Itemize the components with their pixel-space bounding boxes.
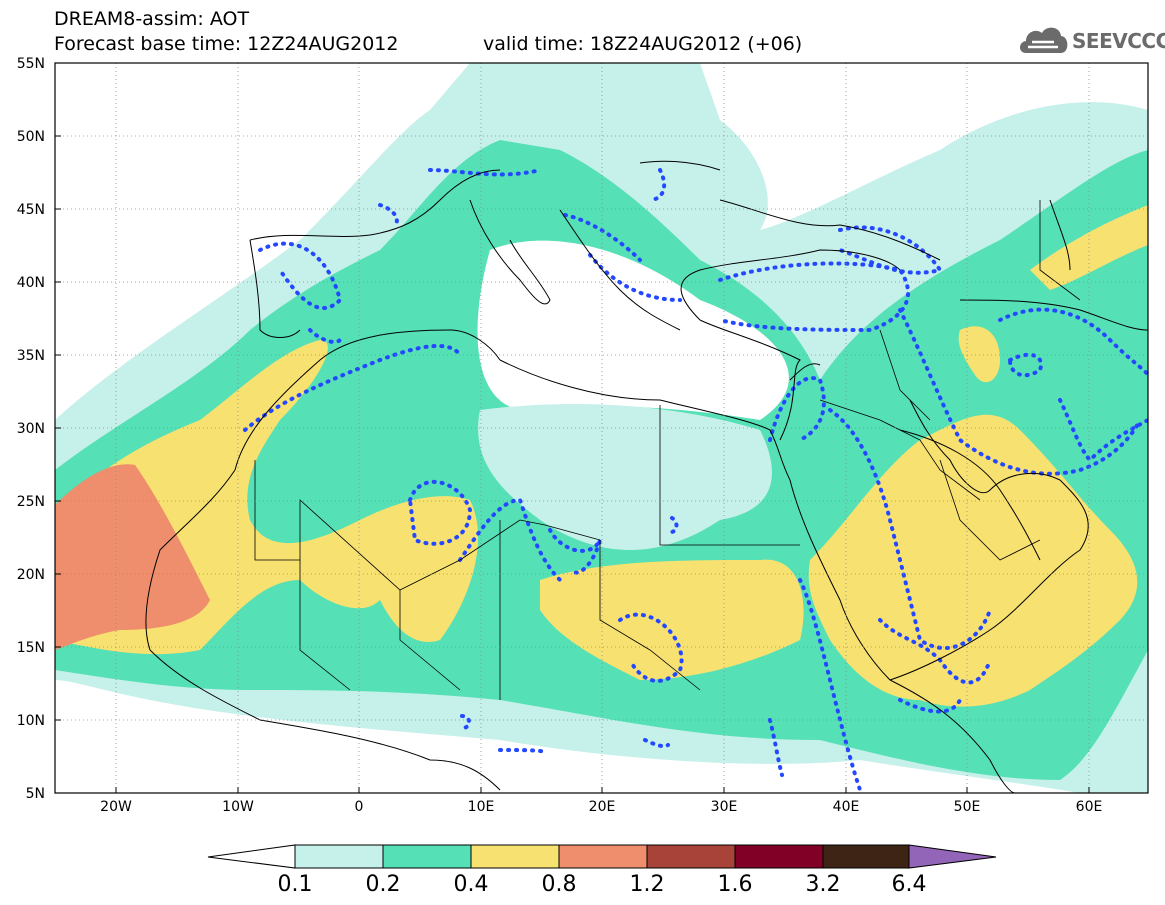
- lat-label: 25N: [16, 494, 45, 510]
- colorbar: [207, 844, 997, 869]
- logo-text: SEEVCCC: [1072, 29, 1165, 53]
- colorbar-over-arrow: [908, 844, 997, 869]
- lon-label: 20W: [100, 799, 132, 815]
- cloud-logo-icon: [1020, 27, 1068, 53]
- aot-low-area-libya: [478, 404, 772, 550]
- lon-label: 20E: [588, 799, 616, 815]
- lat-label: 35N: [16, 348, 45, 364]
- coastlines: [145, 160, 1148, 793]
- lat-label: 30N: [16, 421, 45, 437]
- colorbar-segment-0.2: [382, 844, 472, 869]
- aot-contour-0.4-sahel: [540, 559, 804, 680]
- colorbar-segment-1.2: [646, 844, 736, 869]
- lat-label: 50N: [16, 129, 45, 145]
- colorbar-segment-0.4: [470, 844, 560, 869]
- lat-label: 40N: [16, 275, 45, 291]
- map-title: DREAM8-assim: AOT: [54, 8, 250, 30]
- aot-contour-0.4-arabia: [808, 414, 1138, 707]
- colorbar-segment-1.6: [734, 844, 824, 869]
- lat-label: 55N: [16, 56, 45, 72]
- colorbar-label: 1.2: [629, 872, 665, 897]
- colorbar-segment-3.2: [822, 844, 910, 869]
- lon-label: 10W: [222, 799, 254, 815]
- aot-clean-area: [477, 240, 789, 420]
- lat-label: 5N: [25, 786, 45, 802]
- lat-label: 15N: [16, 640, 45, 656]
- colorbar-segment-0.8: [558, 844, 648, 869]
- lon-label: 10E: [467, 799, 495, 815]
- axis-ticks: [55, 62, 1090, 794]
- lat-label: 20N: [16, 567, 45, 583]
- assim-contours: [243, 168, 1148, 792]
- colorbar-label: 6.4: [891, 872, 927, 897]
- forecast-base-time: Forecast base time: 12Z24AUG2012: [54, 33, 399, 55]
- lat-label: 10N: [16, 713, 45, 729]
- colorbar-label: 3.2: [805, 872, 841, 897]
- valid-time: valid time: 18Z24AUG2012 (+06): [483, 33, 803, 55]
- lon-label: 30E: [710, 799, 738, 815]
- seevccc-logo: SEEVCCC: [1018, 23, 1165, 59]
- colorbar-under-arrow: [207, 844, 296, 869]
- lat-lon-grid: [55, 63, 1148, 793]
- colorbar-label: 0.1: [277, 872, 313, 897]
- lon-label: 40E: [832, 799, 860, 815]
- lat-label: 45N: [16, 202, 45, 218]
- colorbar-label: 1.6: [717, 872, 753, 897]
- colorbar-label: 0.4: [453, 872, 489, 897]
- lon-label: 50E: [953, 799, 981, 815]
- country-borders: [254, 200, 1081, 700]
- lon-label: 0: [354, 799, 364, 815]
- aot-contour-0.4-iran: [958, 326, 1000, 383]
- colorbar-label: 0.8: [541, 872, 577, 897]
- lon-label: 60E: [1075, 799, 1103, 815]
- aot-contour-0.8: [55, 464, 210, 650]
- colorbar-label: 0.2: [365, 872, 401, 897]
- aot-field: [55, 63, 1148, 793]
- colorbar-segment-0.1: [294, 844, 384, 869]
